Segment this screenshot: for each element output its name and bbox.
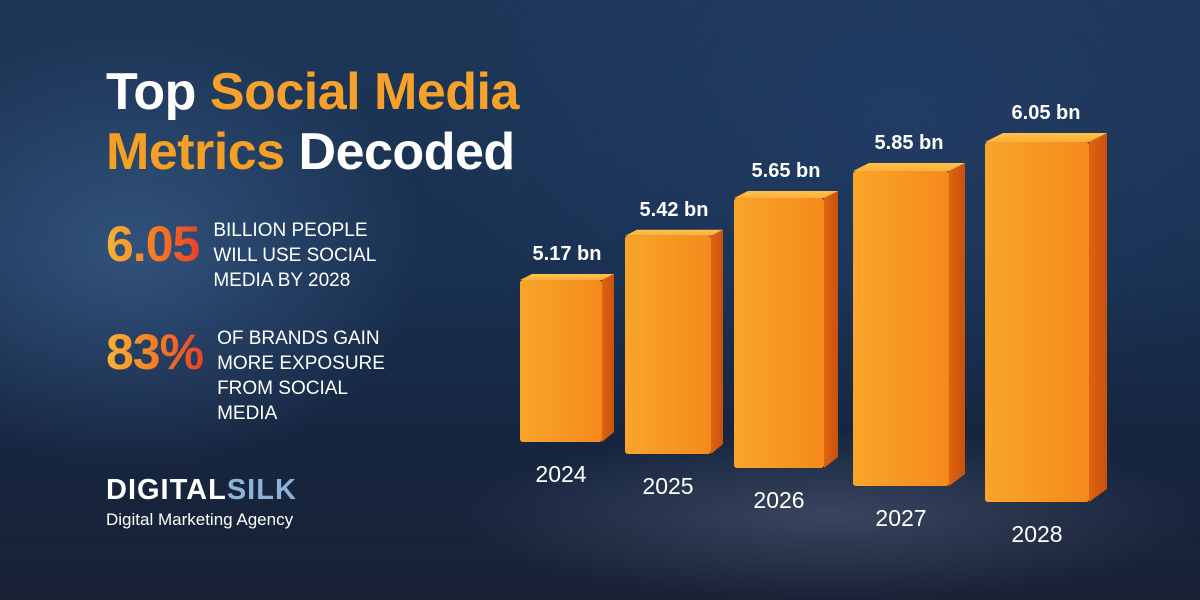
bar-side-2028 (1089, 133, 1107, 502)
year-label-2028: 2028 (1011, 521, 1062, 547)
bar-front-2027 (853, 171, 949, 486)
bar-front-2025 (625, 235, 711, 454)
bar-front-2026 (734, 198, 824, 468)
bar-value-label-2025: 5.42 bn (640, 199, 709, 221)
stat-people-line-1: BILLION PEOPLE (213, 220, 368, 241)
bar-value-label-2026: 5.65 bn (752, 160, 821, 182)
title-part-2: Social Media (209, 63, 520, 121)
logo-wordmark: DIGITALSILK (106, 474, 297, 506)
bar-side-2027 (949, 163, 965, 486)
logo-word-silk: SILK (226, 474, 297, 506)
bar-2024 (520, 274, 614, 442)
stat-people-text: BILLION PEOPLE WILL USE SOCIAL MEDIA BY … (213, 218, 403, 293)
stat-people-line-2: WILL USE SOCIAL (213, 245, 377, 266)
bar-value-label-2024: 5.17 bn (533, 243, 602, 265)
year-label-2024: 2024 (535, 461, 586, 487)
title-part-3: Metrics (106, 123, 285, 181)
year-label-2027: 2027 (875, 505, 926, 531)
title-part-1: Top (106, 63, 196, 121)
digitalsilk-logo: DIGITALSILK Digital Marketing Agency (106, 474, 297, 530)
bar-side-2025 (711, 229, 723, 454)
bar-value-label-2027: 5.85 bn (875, 132, 944, 154)
stat-people-line-3: MEDIA BY 2028 (213, 270, 351, 291)
stat-brands-line-1: OF BRANDS GAIN (217, 328, 380, 349)
bar-2026 (734, 191, 838, 468)
bar-front-2028 (985, 142, 1089, 502)
bar-value-label-2028: 6.05 bn (1012, 102, 1081, 124)
stat-people-value: 6.05 (106, 216, 200, 272)
stat-brands-text: OF BRANDS GAIN MORE EXPOSURE FROM SOCIAL… (217, 326, 407, 426)
stat-brands-line-3: FROM SOCIAL (217, 378, 348, 399)
stat-brands: 83% OF BRANDS GAIN MORE EXPOSURE FROM SO… (106, 326, 407, 426)
bar-2028 (985, 133, 1107, 502)
stat-brands-value: 83% (106, 324, 204, 380)
bar-2027 (853, 163, 965, 486)
stat-brands-line-4: MEDIA (217, 403, 278, 424)
bar-top-2027 (853, 163, 965, 171)
bar-side-2026 (824, 191, 838, 468)
bar-top-2025 (625, 229, 723, 236)
page-title: Top Social Media Metrics Decoded (106, 62, 519, 182)
bar-top-2026 (734, 191, 838, 198)
stat-people: 6.05 BILLION PEOPLE WILL USE SOCIAL MEDI… (106, 218, 403, 293)
title-part-4: Decoded (298, 123, 516, 181)
bar-top-2028 (985, 133, 1107, 142)
year-label-2026: 2026 (753, 487, 804, 513)
bar-front-2024 (520, 280, 602, 442)
logo-tagline: Digital Marketing Agency (106, 510, 294, 529)
bar-2025 (625, 229, 723, 454)
year-label-2025: 2025 (642, 473, 693, 499)
stat-brands-line-2: MORE EXPOSURE (217, 353, 385, 374)
bars-group: 5.17 bn 2024 5.42 bn 2025 5.65 bn 2026 5.85 bn… (520, 102, 1107, 547)
bar-top-2024 (520, 274, 614, 280)
bar-side-2024 (602, 274, 614, 442)
logo-word-digital: DIGITAL (106, 474, 227, 506)
